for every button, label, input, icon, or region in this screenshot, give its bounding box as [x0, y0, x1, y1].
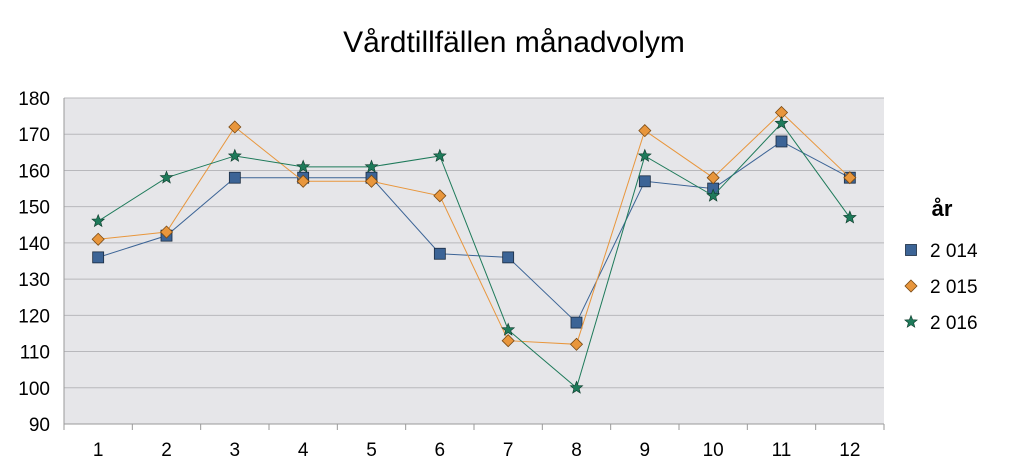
chart-title: Vårdtillfällen månadvolym	[343, 26, 685, 59]
data-point	[638, 124, 652, 138]
legend-marker	[904, 314, 918, 328]
data-point	[296, 174, 310, 188]
y-tick-label: 110	[20, 343, 50, 364]
series-line	[98, 140, 851, 324]
x-tick-label: 10	[703, 440, 724, 461]
series-layer	[91, 105, 857, 394]
legend-title: år	[932, 196, 953, 221]
legend-label: 2 014	[930, 241, 978, 262]
data-point	[433, 189, 447, 203]
data-point	[501, 322, 516, 336]
x-tick-label: 5	[366, 440, 377, 461]
y-tick-label: 160	[18, 161, 50, 182]
x-tick-label: 8	[571, 440, 582, 461]
data-point	[637, 148, 652, 162]
data-point	[843, 171, 857, 185]
data-point	[227, 148, 242, 162]
data-point	[364, 159, 379, 173]
data-point	[502, 251, 515, 264]
data-point	[296, 159, 311, 173]
y-tick-label: 170	[18, 125, 50, 146]
x-tick-label: 12	[839, 440, 860, 461]
x-tick-label: 9	[640, 440, 651, 461]
x-tick-label: 2	[161, 440, 172, 461]
y-tick-label: 130	[18, 270, 50, 291]
series-line	[98, 111, 851, 345]
data-point	[364, 174, 379, 188]
data-point	[638, 175, 651, 188]
data-point	[159, 225, 174, 239]
series-line	[97, 122, 851, 389]
data-point	[432, 148, 447, 162]
y-tick-label: 120	[18, 306, 50, 327]
data-point	[228, 171, 241, 184]
data-point	[706, 188, 721, 202]
legend-marker	[905, 244, 917, 256]
data-point	[433, 247, 446, 260]
data-point	[569, 380, 584, 394]
x-tick-label: 7	[503, 440, 514, 461]
data-point	[91, 213, 106, 228]
data-point	[159, 170, 174, 184]
series-3	[91, 116, 857, 394]
data-point	[92, 251, 105, 264]
x-tick-label: 3	[230, 440, 241, 461]
y-tick-label: 150	[18, 198, 50, 219]
x-tick-label: 4	[298, 440, 309, 461]
plot-area	[64, 98, 884, 424]
y-tick-label: 100	[18, 379, 50, 400]
legend-label: 2 016	[930, 313, 978, 334]
data-point	[774, 116, 789, 130]
data-point	[706, 171, 720, 185]
x-tick-label: 6	[435, 440, 446, 461]
series-2	[91, 105, 857, 351]
x-tick-label: 11	[772, 440, 792, 461]
y-tick-label: 180	[18, 89, 50, 110]
data-point	[775, 135, 788, 148]
x-tick-label: 1	[93, 440, 104, 461]
y-tick-label: 140	[18, 234, 50, 255]
legend: år 2 014 2 015 2 016	[904, 196, 978, 334]
data-point	[501, 334, 515, 348]
data-point	[569, 337, 584, 351]
data-point	[570, 316, 583, 329]
data-point	[228, 120, 242, 134]
legend-marker	[904, 279, 918, 293]
data-point	[91, 232, 105, 246]
y-tick-label: 90	[29, 415, 50, 436]
legend-label: 2 015	[930, 277, 978, 298]
data-point	[842, 210, 857, 224]
